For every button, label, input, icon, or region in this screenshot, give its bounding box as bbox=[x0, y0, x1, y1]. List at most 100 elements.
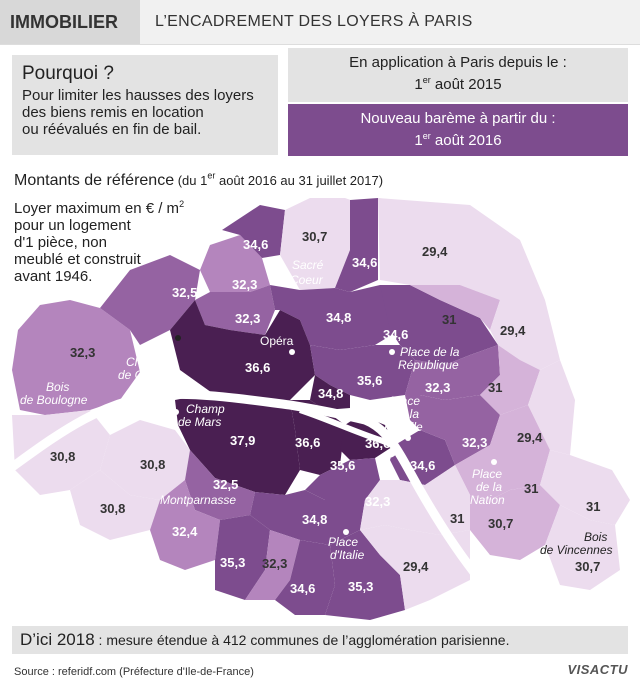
application-box: En application à Paris depuis le : 1er a… bbox=[288, 48, 628, 102]
place-label: de Mars bbox=[178, 415, 221, 429]
rent-note-line: avant 1946. bbox=[14, 268, 93, 285]
zone-value: 29,4 bbox=[517, 430, 543, 445]
zone-value: 37,9 bbox=[230, 433, 255, 448]
z-bois-vincennes bbox=[545, 505, 620, 590]
opera-dot bbox=[289, 349, 295, 355]
why-line: des biens remis en location bbox=[22, 104, 204, 121]
rent-note-line: d'1 pièce, non bbox=[14, 234, 107, 251]
z-republique bbox=[380, 285, 498, 365]
zone-value: 35,3 bbox=[348, 579, 373, 594]
zone-value: 32,3 bbox=[365, 494, 390, 509]
zone-value: 29,4 bbox=[422, 244, 448, 259]
zone-value: 30,7 bbox=[575, 559, 600, 574]
zone-value: 34,6 bbox=[410, 458, 435, 473]
why-line: ou réévalués en fin de bail. bbox=[22, 121, 202, 138]
zone-value: 30,8 bbox=[100, 501, 125, 516]
z-auteuil bbox=[12, 410, 110, 495]
zone-value: 31 bbox=[442, 312, 456, 327]
place-label: Champ bbox=[186, 402, 225, 416]
z-gare-lyon bbox=[405, 395, 500, 465]
z-plaisance bbox=[215, 515, 270, 600]
champ-mars-dot bbox=[173, 409, 179, 415]
place-label: d'Italie bbox=[330, 548, 365, 562]
zone-value: 34,8 bbox=[302, 512, 327, 527]
zone-value: 32,3 bbox=[235, 311, 260, 326]
z-latin bbox=[305, 458, 380, 500]
zone-value: 34,6 bbox=[290, 581, 315, 596]
new-scale-date: 1er août 2016 bbox=[414, 131, 502, 150]
z-central bbox=[270, 285, 410, 350]
application-label: En application à Paris depuis le : bbox=[349, 54, 567, 71]
place-label: Bois bbox=[46, 380, 69, 394]
z-bel-air bbox=[470, 485, 560, 560]
zone-value: 30,7 bbox=[302, 229, 327, 244]
z-batignolles bbox=[222, 205, 285, 258]
zone-value: 34,6 bbox=[383, 327, 408, 342]
place-label: de Vincennes bbox=[540, 543, 613, 557]
z-charles-de-gaulle bbox=[100, 255, 200, 345]
zone-value: 31 bbox=[524, 481, 538, 496]
z-montparnasse bbox=[185, 450, 255, 520]
zone-value: 35,3 bbox=[220, 555, 245, 570]
category-tag: IMMOBILIER bbox=[0, 0, 140, 44]
zone-value: 32,3 bbox=[262, 556, 287, 571]
place-label: Coeur bbox=[290, 273, 324, 287]
zone-value: 36,6 bbox=[365, 436, 390, 451]
z-gobelins bbox=[250, 490, 365, 545]
z-bois-boulogne bbox=[12, 300, 140, 415]
zone-value: 36,6 bbox=[295, 435, 320, 450]
place-label: Nation bbox=[470, 493, 505, 507]
application-date: 1er août 2015 bbox=[414, 75, 502, 94]
z-gare bbox=[360, 465, 470, 535]
z-belleville bbox=[410, 285, 500, 330]
place-label: de Gaulle bbox=[118, 368, 170, 382]
rent-note: Loyer maximum en € / m2 pour un logement… bbox=[14, 199, 214, 286]
rent-note-line: Loyer maximum en € / m2 bbox=[14, 199, 185, 218]
new-scale-box: Nouveau barème à partir du : 1er août 20… bbox=[288, 104, 628, 156]
rent-note-line: pour un logement bbox=[14, 217, 131, 234]
z-bastille bbox=[405, 345, 500, 400]
paris-rent-map: 32,3 32,5 32,3 34,6 30,7 34,6 29,4 32,3 … bbox=[3, 198, 630, 620]
z-east-ring bbox=[490, 300, 560, 370]
zone-value: 31 bbox=[450, 511, 464, 526]
place-label: Place de la bbox=[400, 345, 460, 359]
place-label: Sacré bbox=[292, 258, 324, 272]
seine-island-loop bbox=[299, 407, 399, 458]
place-label: de la bbox=[476, 480, 502, 494]
why-box: Pourquoi ? Pour limiter les hausses des … bbox=[12, 55, 278, 155]
zone-value: 34,8 bbox=[326, 310, 351, 325]
place-label: Bastille bbox=[384, 420, 423, 434]
place-label: Place bbox=[390, 394, 420, 408]
z-grenelle bbox=[70, 470, 160, 540]
brand-logo: VISACTU bbox=[567, 662, 628, 677]
place-label: de Boulogne bbox=[20, 393, 88, 407]
reference-amounts-title: Montants de référence (du 1er août 2016 … bbox=[14, 170, 384, 189]
place-label: Opéra bbox=[260, 334, 294, 348]
z-javel bbox=[100, 420, 190, 500]
place-label: Place bbox=[140, 342, 170, 356]
zone-value: 30,8 bbox=[140, 457, 165, 472]
seine-river bbox=[3, 389, 485, 585]
rent-note-line: meublé et construit bbox=[14, 251, 141, 268]
why-text: Pour limiter les hausses des loyers des … bbox=[22, 87, 268, 138]
charles-de-gaulle-dot bbox=[175, 335, 181, 341]
republique-dot bbox=[389, 349, 395, 355]
page-title: L’ENCADREMENT DES LOYERS À PARIS bbox=[155, 13, 473, 30]
zone-value: 30,7 bbox=[488, 516, 513, 531]
zone-value: 34,6 bbox=[352, 255, 377, 270]
z-far-east bbox=[528, 360, 575, 455]
zone-value: 31 bbox=[488, 380, 502, 395]
place-label: de la bbox=[393, 407, 419, 421]
why-title: Pourquoi ? bbox=[22, 63, 114, 84]
z-petit-montrouge bbox=[245, 530, 300, 600]
zone-value: 32,5 bbox=[213, 477, 238, 492]
place-label: Bois bbox=[584, 530, 607, 544]
zone-value: 32,3 bbox=[462, 435, 487, 450]
z-montmartre bbox=[280, 198, 365, 290]
bastille-dot bbox=[405, 435, 411, 441]
zone-value: 31 bbox=[586, 499, 600, 514]
italie-dot bbox=[343, 529, 349, 535]
z-montsouris bbox=[275, 540, 335, 615]
new-scale-label: Nouveau barème à partir du : bbox=[360, 110, 556, 127]
z-west-upper bbox=[195, 285, 275, 335]
